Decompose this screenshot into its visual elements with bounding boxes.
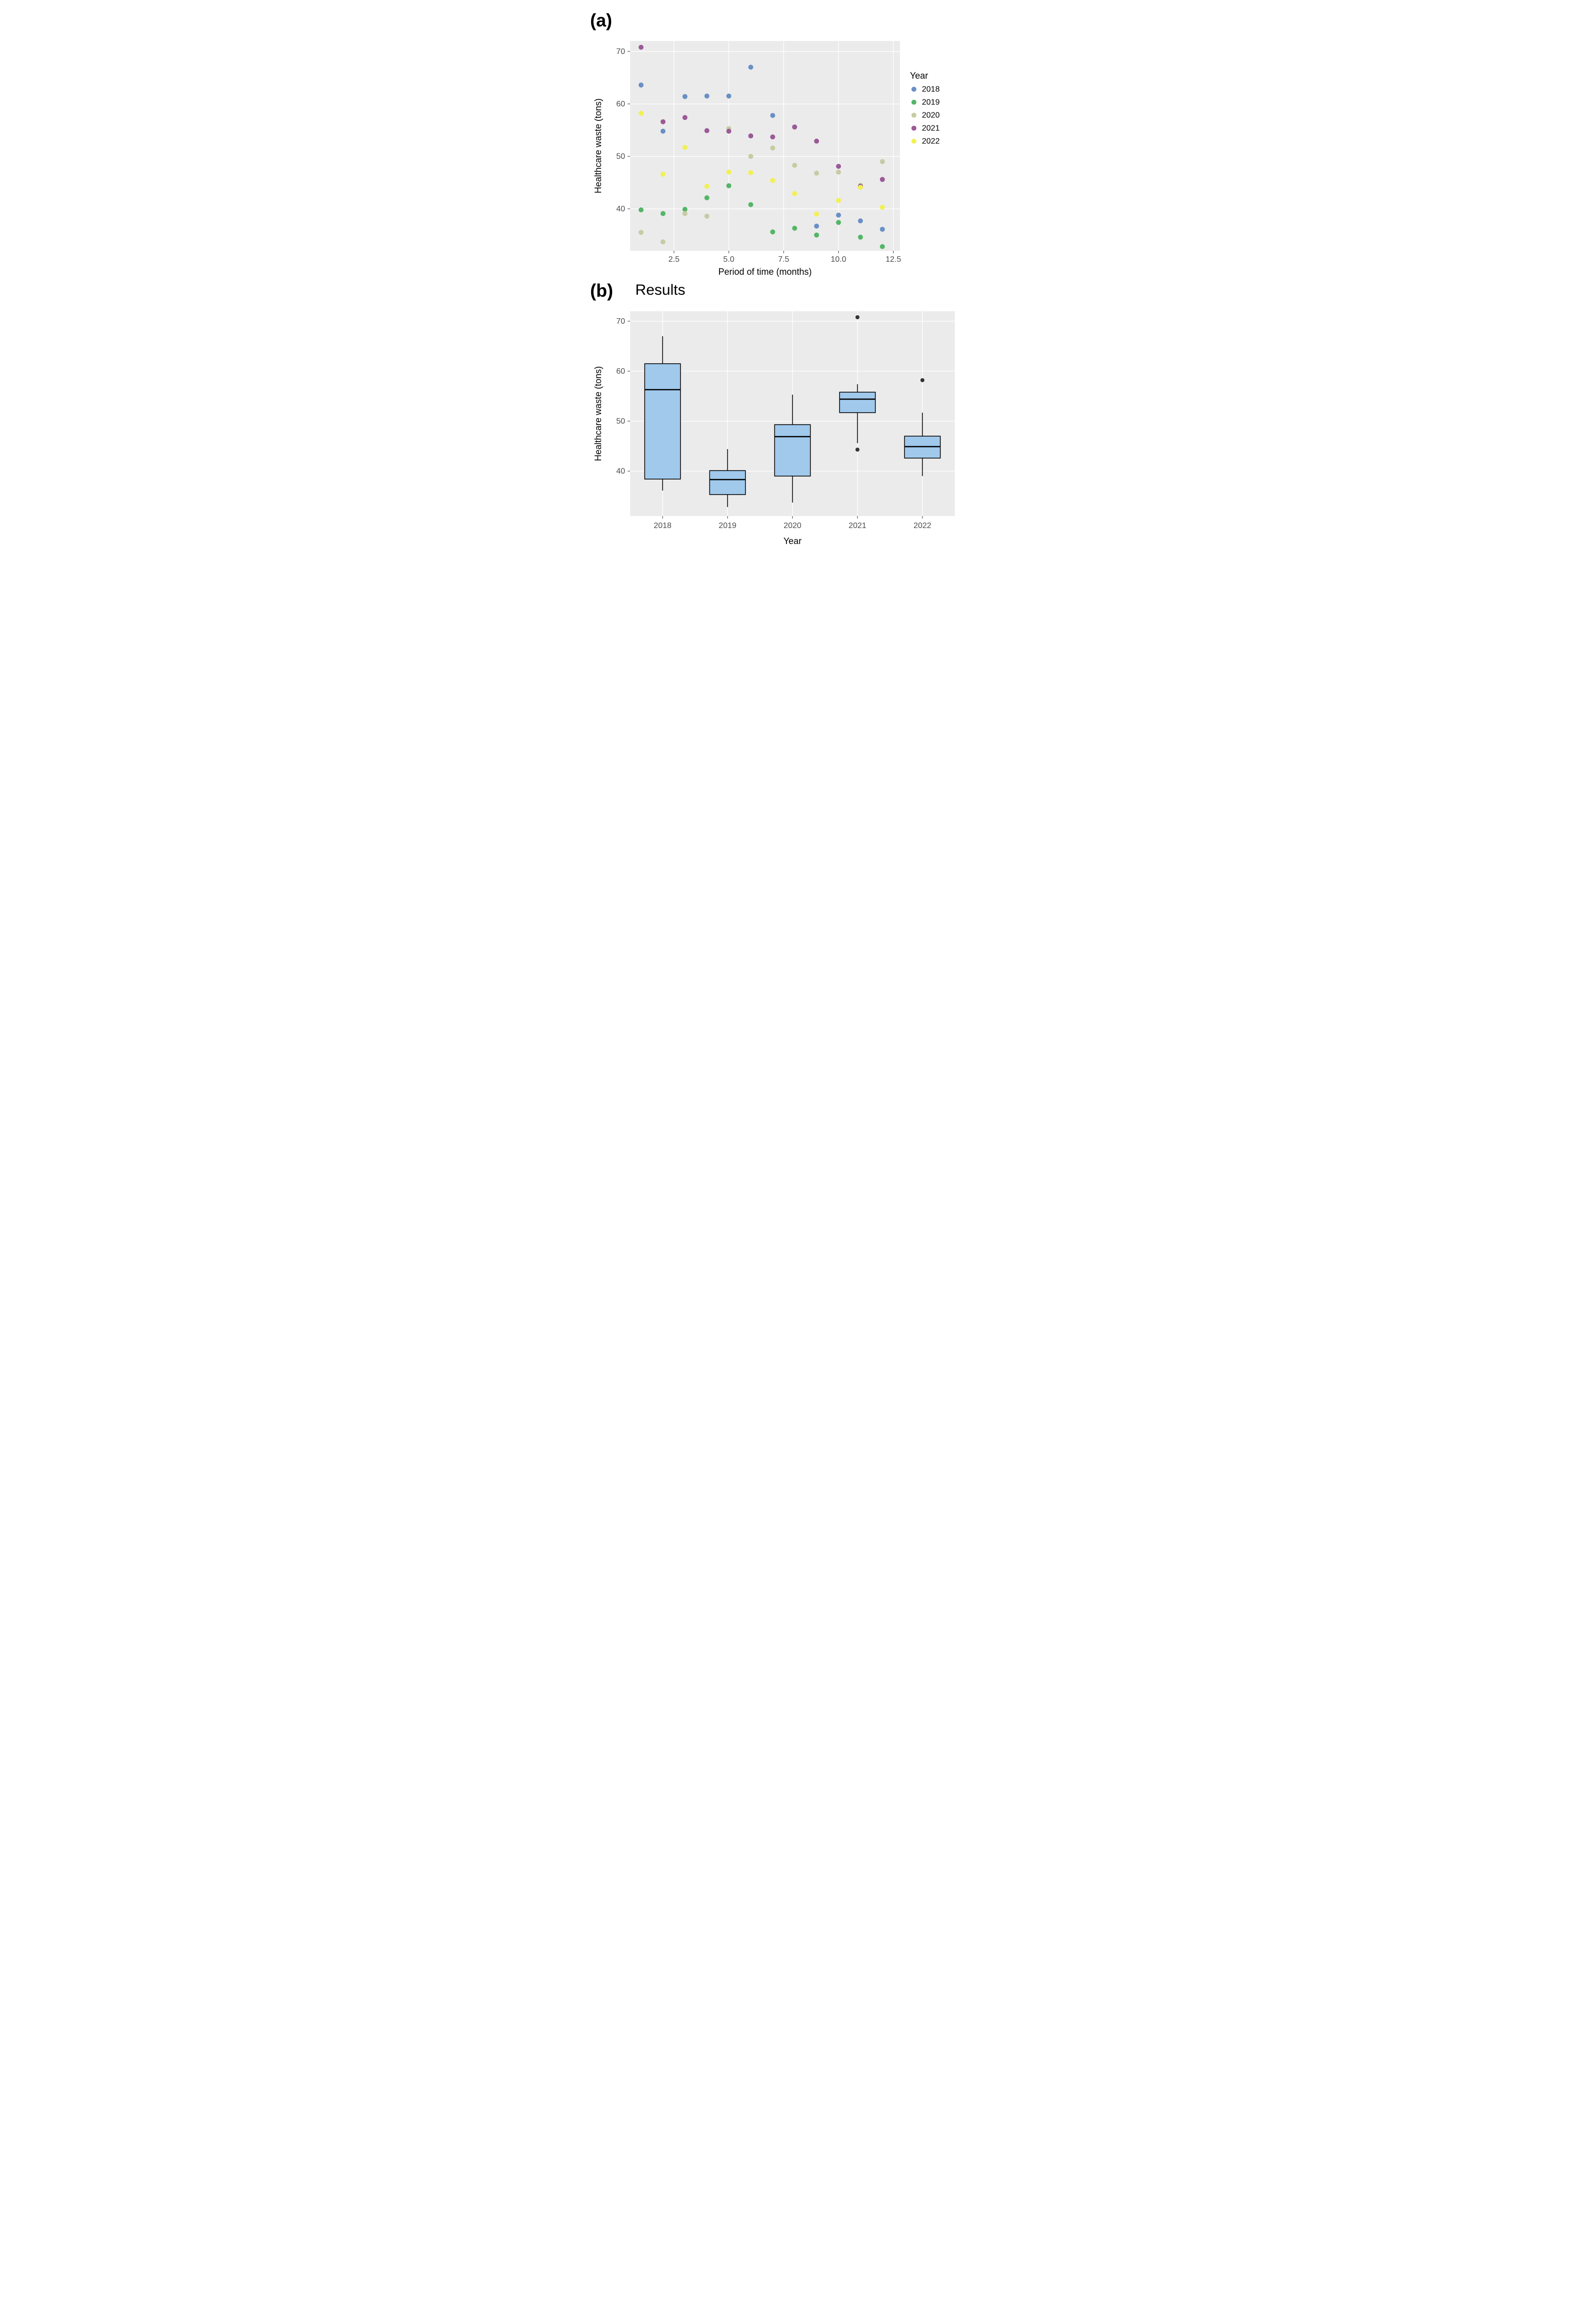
svg-text:7.5: 7.5 bbox=[778, 255, 789, 264]
svg-text:70: 70 bbox=[616, 317, 625, 326]
svg-text:2.5: 2.5 bbox=[669, 255, 680, 264]
svg-text:50: 50 bbox=[616, 152, 625, 161]
svg-text:Year: Year bbox=[910, 71, 928, 81]
results-label: Results bbox=[635, 282, 685, 299]
svg-text:2018: 2018 bbox=[654, 522, 672, 530]
svg-text:2020: 2020 bbox=[784, 522, 801, 530]
svg-text:60: 60 bbox=[616, 367, 625, 376]
panel-a-label: (a) bbox=[590, 10, 612, 30]
svg-text:2021: 2021 bbox=[922, 124, 940, 133]
figure-container: (a) 2.5 5.0 7.5 10.0 12.5 40 50 60 70 Period of t… bbox=[590, 10, 980, 554]
svg-text:2022: 2022 bbox=[913, 522, 931, 530]
panel-a-area: (a) 2.5 5.0 7.5 10.0 12.5 40 50 60 70 Period of t… bbox=[590, 10, 980, 283]
svg-text:2018: 2018 bbox=[922, 85, 940, 94]
svg-text:Year: Year bbox=[784, 536, 801, 546]
svg-text:2019: 2019 bbox=[719, 522, 737, 530]
svg-text:2022: 2022 bbox=[922, 137, 940, 146]
svg-text:40: 40 bbox=[616, 467, 625, 476]
between-panel-row: (b) Results bbox=[590, 280, 980, 301]
panel-b-area: 40 50 60 70 2018 2019 2020 2021 2022 Year Healthca… bbox=[590, 301, 980, 554]
panel-b-label: (b) bbox=[590, 280, 613, 301]
svg-text:60: 60 bbox=[616, 100, 625, 108]
svg-text:10.0: 10.0 bbox=[831, 255, 846, 264]
scatter-chart: 2.5 5.0 7.5 10.0 12.5 40 50 60 70 Period of time … bbox=[590, 31, 980, 281]
svg-text:5.0: 5.0 bbox=[723, 255, 734, 264]
boxplot-chart: 40 50 60 70 2018 2019 2020 2021 2022 Year Healthca… bbox=[590, 301, 980, 551]
svg-text:50: 50 bbox=[616, 417, 625, 426]
svg-text:Period of time (months): Period of time (months) bbox=[718, 267, 811, 277]
svg-text:2019: 2019 bbox=[922, 98, 940, 107]
svg-text:2021: 2021 bbox=[848, 522, 866, 530]
svg-text:Healthcare waste (tons): Healthcare waste (tons) bbox=[593, 366, 603, 461]
svg-text:12.5: 12.5 bbox=[885, 255, 901, 264]
svg-text:70: 70 bbox=[616, 47, 625, 56]
svg-text:2020: 2020 bbox=[922, 111, 940, 120]
svg-text:40: 40 bbox=[616, 205, 625, 213]
svg-text:Healthcare waste (tons): Healthcare waste (tons) bbox=[593, 98, 603, 193]
